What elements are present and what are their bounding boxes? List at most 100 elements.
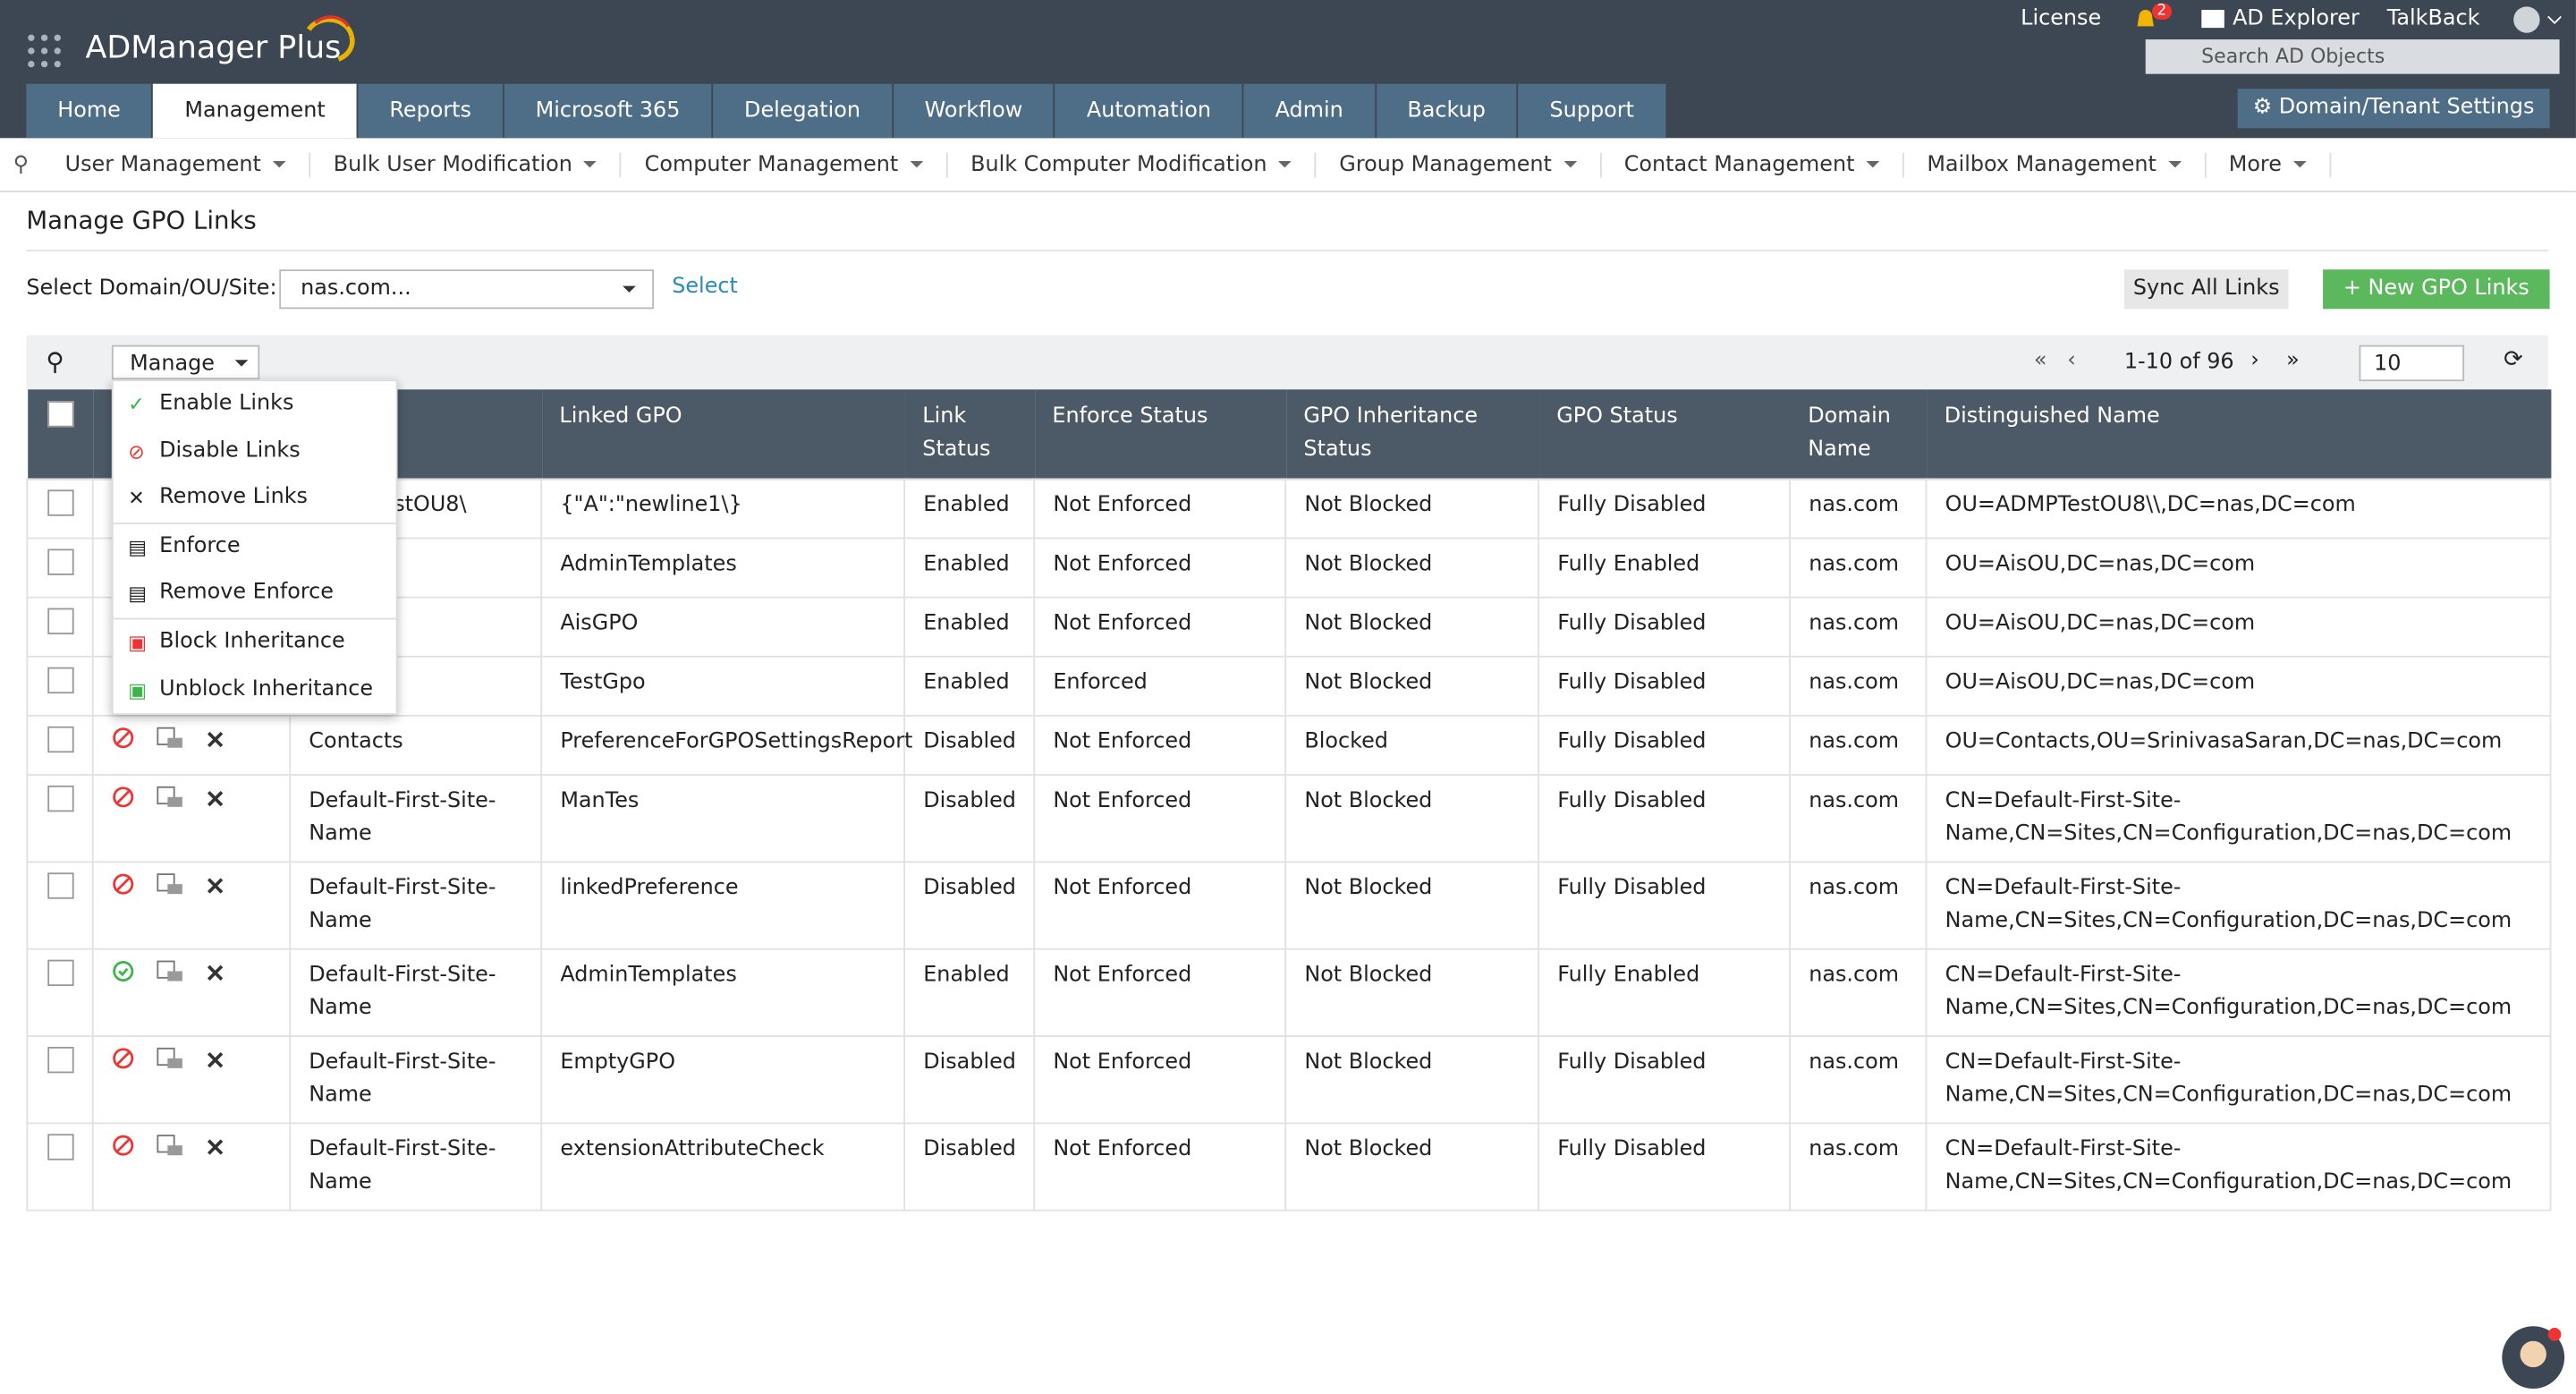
- nav-tab[interactable]: Management: [154, 84, 357, 139]
- select-all[interactable]: [27, 389, 92, 479]
- column-header[interactable]: Link Status: [904, 389, 1034, 479]
- column-header[interactable]: Enforce Status: [1034, 389, 1285, 479]
- menu-icon: ⊘: [128, 429, 144, 476]
- row-actions[interactable]: [93, 862, 290, 948]
- table-cell: ManTes: [541, 775, 904, 862]
- table-cell: OU=AisOU,DC=nas,DC=com: [1927, 598, 2551, 657]
- sub-nav-item[interactable]: User Management: [42, 152, 310, 177]
- table-search-icon[interactable]: ⚲: [46, 347, 64, 377]
- column-header[interactable]: GPO Status: [1538, 389, 1790, 479]
- table-row: Default-First-Site-NameManTesDisabledNot…: [27, 775, 2550, 862]
- row-checkbox[interactable]: [27, 539, 92, 598]
- logo-swoosh: [302, 13, 358, 63]
- row-actions[interactable]: [93, 1036, 290, 1123]
- table-cell: nas.com: [1790, 1123, 1926, 1210]
- table-cell: Fully Disabled: [1538, 657, 1790, 716]
- menu-label: Unblock Inheritance: [159, 676, 373, 701]
- table-cell: CN=Default-First-Site-Name,CN=Sites,CN=C…: [1927, 862, 2551, 948]
- sync-button[interactable]: Sync All Links: [2124, 269, 2289, 309]
- row-actions[interactable]: [93, 775, 290, 862]
- ad-explorer-link[interactable]: AD Explorer: [2233, 6, 2360, 31]
- row-checkbox[interactable]: [27, 479, 92, 538]
- table-cell: Fully Disabled: [1538, 1123, 1790, 1210]
- nav-tab[interactable]: Home: [26, 84, 151, 139]
- menu-item[interactable]: ▤Enforce: [114, 523, 396, 571]
- table-cell: nas.com: [1790, 716, 1926, 775]
- sub-nav-item[interactable]: Bulk Computer Modification: [947, 152, 1316, 177]
- menu-label: Block Inheritance: [159, 629, 345, 654]
- row-checkbox[interactable]: [27, 1123, 92, 1210]
- nav-tab[interactable]: Workflow: [894, 84, 1054, 139]
- column-header[interactable]: Domain Name: [1790, 389, 1926, 479]
- domain-select[interactable]: nas.com...: [279, 269, 654, 309]
- sub-nav-item[interactable]: Contact Management: [1601, 152, 1904, 177]
- row-checkbox[interactable]: [27, 598, 92, 657]
- menu-item[interactable]: ✕Remove Links: [114, 475, 396, 523]
- column-header[interactable]: Linked GPO: [541, 389, 904, 479]
- table-cell: Fully Enabled: [1538, 539, 1790, 598]
- menu-icon: ▣: [128, 619, 147, 667]
- talkback-link[interactable]: TalkBack: [2387, 6, 2480, 31]
- row-checkbox[interactable]: [27, 716, 92, 775]
- row-checkbox[interactable]: [27, 1036, 92, 1123]
- license-link[interactable]: License: [2021, 6, 2101, 31]
- apps-icon[interactable]: [26, 33, 62, 69]
- chat-bot[interactable]: [2500, 1324, 2565, 1390]
- menu-item[interactable]: ✓Enable Links: [114, 381, 396, 429]
- sub-nav-item[interactable]: Group Management: [1317, 152, 1601, 177]
- nav-tab[interactable]: Reports: [358, 84, 502, 139]
- table-cell: Not Enforced: [1034, 1036, 1285, 1123]
- table-row: AisOUAisGPOEnabledNot EnforcedNot Blocke…: [27, 598, 2550, 657]
- nav-tab[interactable]: Admin: [1244, 84, 1375, 139]
- folder-icon: [2201, 10, 2224, 28]
- pager-buttons[interactable]: « ‹: [2034, 348, 2076, 373]
- settings-button[interactable]: ⚙ Domain/Tenant Settings: [2238, 89, 2550, 128]
- sub-nav-item[interactable]: Computer Management: [622, 152, 947, 177]
- select-link[interactable]: Select: [672, 275, 738, 300]
- row-checkbox[interactable]: [27, 949, 92, 1036]
- table-cell: Default-First-Site-Name: [290, 949, 541, 1036]
- sub-search-icon[interactable]: ⚲: [0, 152, 42, 177]
- sub-nav-item[interactable]: More: [2206, 152, 2331, 177]
- nav-tab[interactable]: Backup: [1376, 84, 1516, 139]
- pager-next[interactable]: › »: [2250, 348, 2300, 373]
- table-cell: CN=Default-First-Site-Name,CN=Sites,CN=C…: [1927, 1123, 2551, 1210]
- nav-tab[interactable]: Microsoft 365: [504, 84, 712, 139]
- search-box[interactable]: Search AD Objects: [2146, 39, 2560, 74]
- row-checkbox[interactable]: [27, 657, 92, 716]
- nav-tab[interactable]: Delegation: [713, 84, 892, 139]
- row-checkbox[interactable]: [27, 775, 92, 862]
- table-cell: PreferenceForGPOSettingsReport: [541, 716, 904, 775]
- row-actions[interactable]: [93, 1123, 290, 1210]
- table-cell: Default-First-Site-Name: [290, 1036, 541, 1123]
- table-cell: Blocked: [1285, 716, 1538, 775]
- menu-item[interactable]: ▤ Remove Enforce: [114, 571, 396, 618]
- new-gpo-button[interactable]: + New GPO Links: [2323, 269, 2549, 309]
- new-gpo-label: New GPO Links: [2368, 276, 2529, 302]
- menu-item[interactable]: ▣Unblock Inheritance: [114, 667, 396, 714]
- row-actions[interactable]: [93, 716, 290, 775]
- divider: [26, 250, 2547, 251]
- nav-tab[interactable]: Automation: [1055, 84, 1242, 139]
- table-cell: Not Enforced: [1034, 862, 1285, 948]
- manage-label: Manage: [130, 352, 215, 377]
- row-checkbox[interactable]: [27, 862, 92, 948]
- manage-dropdown[interactable]: Manage: [112, 345, 259, 380]
- table-cell: Fully Disabled: [1538, 862, 1790, 948]
- column-header[interactable]: Distinguished Name: [1927, 389, 2551, 479]
- menu-icon: ▤: [128, 571, 147, 618]
- nav-tab[interactable]: Support: [1519, 84, 1665, 139]
- refresh-icon[interactable]: ⟳: [2504, 347, 2523, 373]
- sub-nav-item[interactable]: Mailbox Management: [1904, 152, 2206, 177]
- table-cell: Enabled: [904, 949, 1034, 1036]
- menu-item[interactable]: ⊘Disable Links: [114, 429, 396, 476]
- menu-label: Remove Enforce: [159, 581, 334, 606]
- menu-item[interactable]: ▣ Block Inheritance: [114, 618, 396, 667]
- row-actions[interactable]: [93, 949, 290, 1036]
- sub-nav-item[interactable]: Bulk User Modification: [310, 152, 622, 177]
- table-cell: OU=Contacts,OU=SrinivasaSaran,DC=nas,DC=…: [1927, 716, 2551, 775]
- user-menu[interactable]: [2512, 5, 2561, 35]
- header-row: NameLinked GPOLink StatusEnforce StatusG…: [27, 389, 2550, 479]
- page-size[interactable]: 10: [2360, 345, 2465, 381]
- column-header[interactable]: GPO Inheritance Status: [1285, 389, 1538, 479]
